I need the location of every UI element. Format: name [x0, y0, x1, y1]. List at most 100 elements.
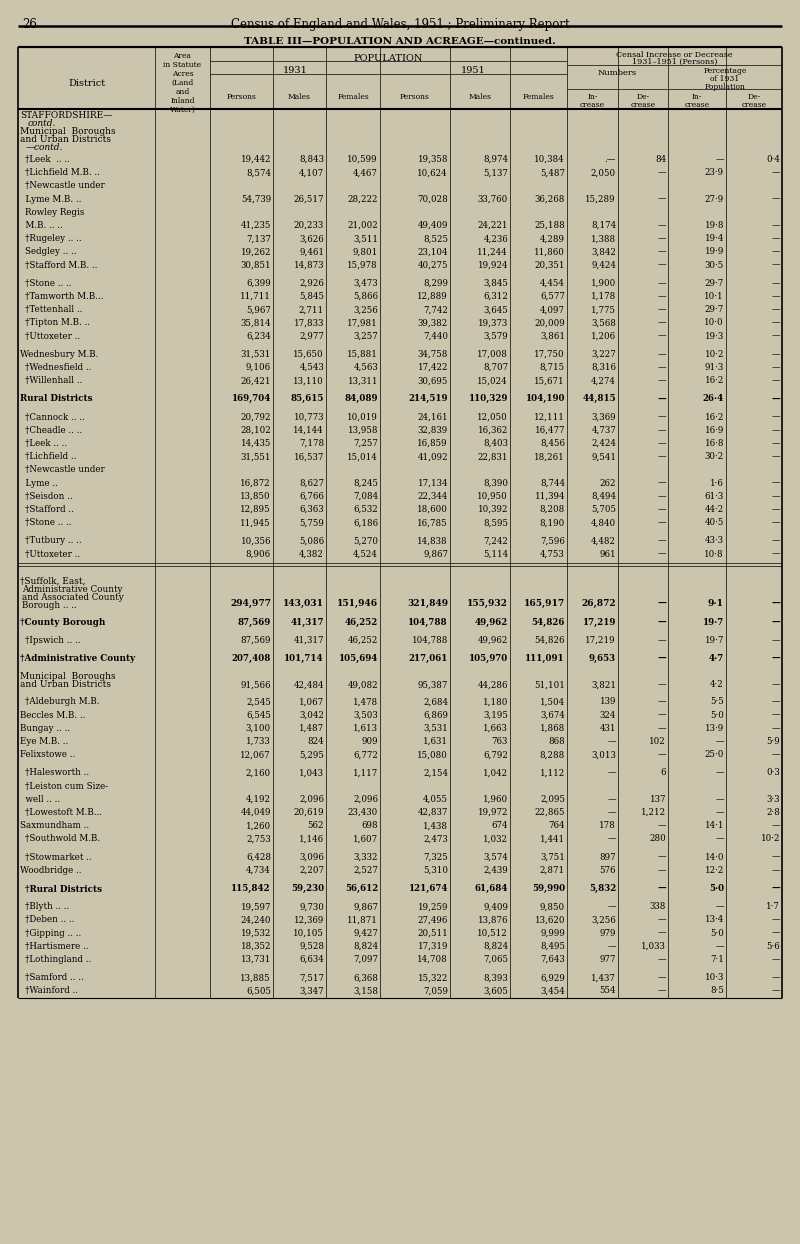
- Text: 3,227: 3,227: [591, 350, 616, 358]
- Text: 25,188: 25,188: [534, 221, 565, 230]
- Text: crease: crease: [630, 101, 655, 109]
- Text: 2,096: 2,096: [299, 795, 324, 804]
- Text: 3,013: 3,013: [591, 750, 616, 759]
- Text: —: —: [658, 928, 666, 938]
- Text: 137: 137: [650, 795, 666, 804]
- Text: 15,650: 15,650: [294, 350, 324, 358]
- Text: 20,233: 20,233: [294, 221, 324, 230]
- Text: 8,707: 8,707: [483, 363, 508, 372]
- Text: —: —: [771, 260, 780, 270]
- Text: Sedgley .. ..: Sedgley .. ..: [25, 248, 77, 256]
- Text: 18,352: 18,352: [241, 942, 271, 950]
- Text: Females: Females: [522, 93, 554, 101]
- Text: 6,399: 6,399: [246, 279, 271, 287]
- Text: Numbers: Numbers: [598, 68, 637, 77]
- Text: 214,519: 214,519: [409, 394, 448, 403]
- Text: and Associated County: and Associated County: [22, 593, 124, 602]
- Text: 9,653: 9,653: [589, 654, 616, 663]
- Text: 41,317: 41,317: [290, 618, 324, 627]
- Text: —: —: [715, 902, 724, 911]
- Text: 1,504: 1,504: [540, 698, 565, 707]
- Text: 15,289: 15,289: [586, 194, 616, 204]
- Text: 4,055: 4,055: [423, 795, 448, 804]
- Text: 12,889: 12,889: [418, 292, 448, 301]
- Text: 3,473: 3,473: [354, 279, 378, 287]
- Text: —: —: [658, 973, 666, 983]
- Text: 42,484: 42,484: [294, 680, 324, 689]
- Text: 11,394: 11,394: [534, 491, 565, 501]
- Text: 36,268: 36,268: [534, 194, 565, 204]
- Text: Felixstowe ..: Felixstowe ..: [20, 750, 75, 759]
- Text: —: —: [771, 598, 780, 608]
- Text: 8,824: 8,824: [353, 942, 378, 950]
- Text: —: —: [658, 916, 666, 924]
- Text: 1,032: 1,032: [483, 835, 508, 843]
- Text: 2,160: 2,160: [246, 769, 271, 778]
- Text: 6,634: 6,634: [299, 955, 324, 964]
- Text: 763: 763: [492, 736, 508, 746]
- Text: 5·5: 5·5: [710, 698, 724, 707]
- Text: 35,814: 35,814: [241, 318, 271, 327]
- Text: 10·8: 10·8: [704, 550, 724, 559]
- Text: 1,613: 1,613: [353, 724, 378, 733]
- Text: 10,356: 10,356: [241, 536, 271, 545]
- Text: 6,545: 6,545: [246, 710, 271, 719]
- Text: 909: 909: [362, 736, 378, 746]
- Text: 4,236: 4,236: [483, 234, 508, 243]
- Text: †Willenhall ..: †Willenhall ..: [25, 376, 82, 386]
- Text: —: —: [771, 234, 780, 243]
- Text: 3,605: 3,605: [483, 986, 508, 995]
- Text: 7,596: 7,596: [540, 536, 565, 545]
- Text: Percentage: Percentage: [703, 67, 746, 75]
- Text: —: —: [658, 279, 666, 287]
- Text: —: —: [607, 809, 616, 817]
- Text: 262: 262: [599, 479, 616, 488]
- Text: 2,753: 2,753: [246, 835, 271, 843]
- Text: —: —: [658, 505, 666, 514]
- Text: 1,212: 1,212: [641, 809, 666, 817]
- Text: 7·1: 7·1: [710, 955, 724, 964]
- Text: Males: Males: [288, 93, 311, 101]
- Text: 121,674: 121,674: [409, 884, 448, 893]
- Text: Saxmundham ..: Saxmundham ..: [20, 821, 89, 830]
- Text: 3,751: 3,751: [540, 852, 565, 862]
- Text: 2,871: 2,871: [540, 866, 565, 875]
- Text: 5,270: 5,270: [353, 536, 378, 545]
- Text: 1,112: 1,112: [540, 769, 565, 778]
- Text: —: —: [658, 536, 666, 545]
- Text: 8,574: 8,574: [246, 168, 271, 177]
- Text: 5·0: 5·0: [710, 710, 724, 719]
- Text: Beccles M.B. ..: Beccles M.B. ..: [20, 710, 86, 719]
- Text: 2,473: 2,473: [423, 835, 448, 843]
- Text: 19,259: 19,259: [418, 902, 448, 911]
- Text: †Samford .. ..: †Samford .. ..: [25, 973, 84, 983]
- Text: 13,850: 13,850: [240, 491, 271, 501]
- Text: crease: crease: [685, 101, 710, 109]
- Text: 4,734: 4,734: [246, 866, 271, 875]
- Text: 16·9: 16·9: [705, 425, 724, 435]
- Text: 15,014: 15,014: [347, 453, 378, 462]
- Text: 3,626: 3,626: [299, 234, 324, 243]
- Text: 868: 868: [548, 736, 565, 746]
- Text: 1,487: 1,487: [299, 724, 324, 733]
- Text: 4,563: 4,563: [354, 363, 378, 372]
- Text: 25·0: 25·0: [705, 750, 724, 759]
- Text: 14,838: 14,838: [418, 536, 448, 545]
- Text: 2,154: 2,154: [423, 769, 448, 778]
- Text: and: and: [175, 88, 190, 96]
- Text: 7,257: 7,257: [353, 439, 378, 448]
- Text: 14,435: 14,435: [241, 439, 271, 448]
- Text: 49,082: 49,082: [347, 680, 378, 689]
- Text: .—: .—: [605, 156, 616, 164]
- Text: 8,208: 8,208: [540, 505, 565, 514]
- Text: Bungay .. ..: Bungay .. ..: [20, 724, 70, 733]
- Text: —: —: [658, 332, 666, 341]
- Text: 14,708: 14,708: [418, 955, 448, 964]
- Text: 19·9: 19·9: [705, 248, 724, 256]
- Text: †Ipswich .. ..: †Ipswich .. ..: [25, 636, 81, 644]
- Text: —: —: [658, 986, 666, 995]
- Text: 12,895: 12,895: [240, 505, 271, 514]
- Text: 9,424: 9,424: [591, 260, 616, 270]
- Text: Wednesbury M.B.: Wednesbury M.B.: [20, 350, 98, 358]
- Text: 104,788: 104,788: [408, 618, 448, 627]
